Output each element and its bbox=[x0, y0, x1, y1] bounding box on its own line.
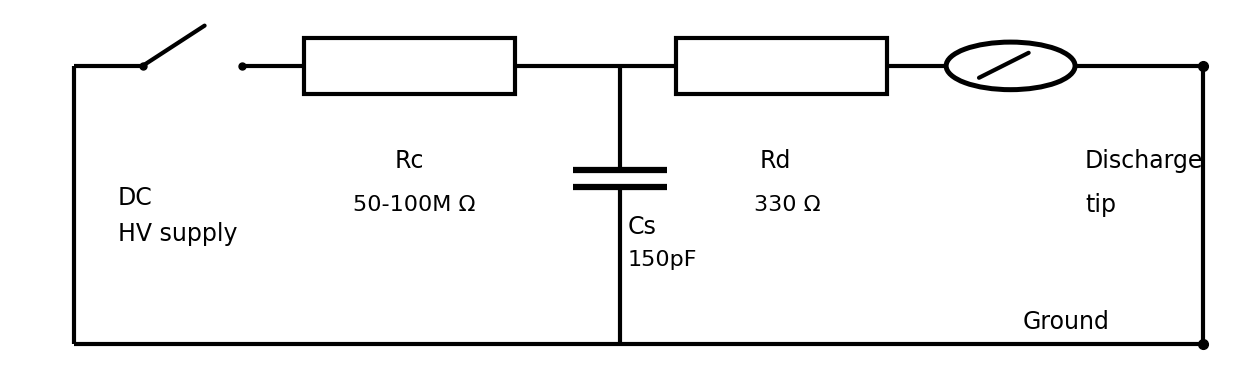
Ellipse shape bbox=[946, 42, 1075, 90]
Text: Ground: Ground bbox=[1023, 310, 1110, 334]
Text: HV supply: HV supply bbox=[118, 222, 237, 246]
Text: DC: DC bbox=[118, 186, 153, 210]
Text: 50-100M Ω: 50-100M Ω bbox=[353, 195, 476, 215]
Text: 330 Ω: 330 Ω bbox=[754, 195, 821, 215]
Text: tip: tip bbox=[1085, 193, 1116, 217]
Text: Rc: Rc bbox=[394, 149, 424, 173]
Bar bbox=[304, 37, 515, 94]
Text: Rd: Rd bbox=[759, 149, 791, 173]
Text: Cs: Cs bbox=[627, 215, 656, 239]
Bar bbox=[676, 37, 887, 94]
Text: Discharge: Discharge bbox=[1085, 149, 1203, 173]
Text: 150pF: 150pF bbox=[627, 250, 697, 270]
